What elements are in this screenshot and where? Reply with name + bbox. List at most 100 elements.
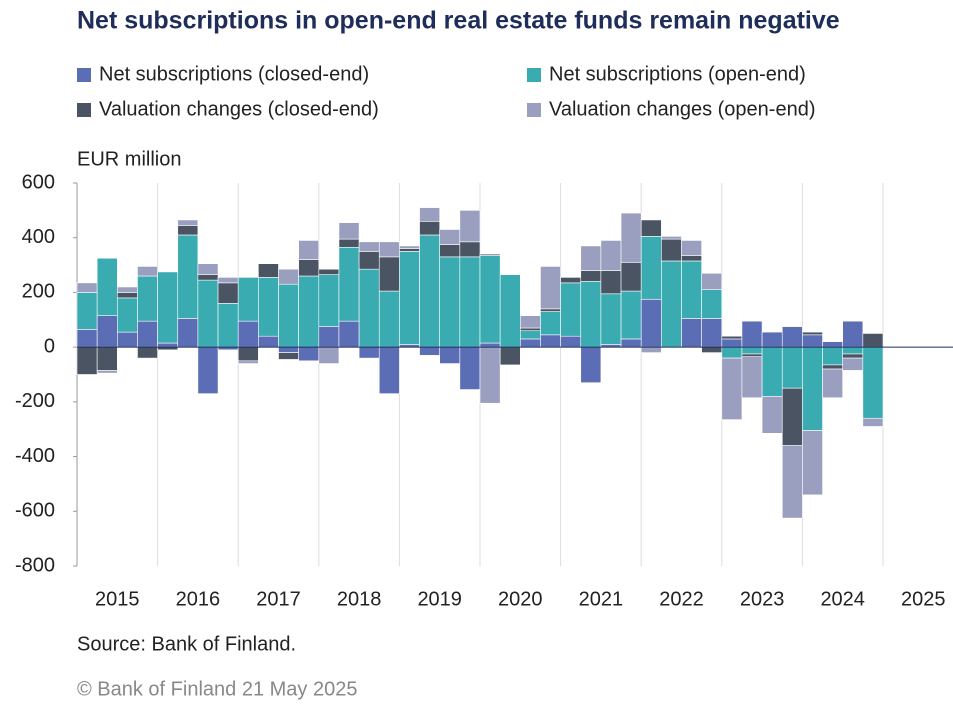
bar-segment bbox=[661, 260, 682, 348]
bar-segment bbox=[741, 320, 763, 348]
bar-segment bbox=[258, 277, 279, 337]
bar-segment bbox=[96, 370, 118, 374]
bar-segment bbox=[439, 229, 461, 245]
bar-segment bbox=[540, 308, 561, 312]
bar-segment bbox=[137, 266, 158, 277]
bar-segment bbox=[137, 346, 158, 359]
bar-segment bbox=[600, 270, 622, 295]
bar-segment bbox=[802, 430, 823, 496]
bar-segment bbox=[197, 279, 219, 348]
bar-segment bbox=[781, 387, 803, 446]
bar-segment bbox=[459, 346, 481, 390]
bar-segment bbox=[338, 222, 360, 240]
bar-segment bbox=[258, 263, 279, 278]
bar-segment bbox=[640, 298, 662, 348]
bar-segment bbox=[721, 338, 743, 348]
bar-segment bbox=[580, 245, 602, 271]
bar-segment bbox=[822, 346, 843, 366]
bar-segment bbox=[721, 335, 743, 340]
bar-segment bbox=[701, 318, 723, 348]
x-tick-label: 2020 bbox=[498, 588, 543, 610]
bar-segment bbox=[822, 368, 843, 399]
bar-segment bbox=[278, 268, 299, 285]
y-tick-label: -600 bbox=[15, 500, 55, 522]
bar-segment bbox=[76, 282, 98, 293]
bar-segment bbox=[701, 346, 723, 353]
bar-segment bbox=[378, 241, 400, 258]
x-tick-label: 2019 bbox=[417, 588, 462, 610]
bar-segment bbox=[681, 255, 702, 262]
bar-segment bbox=[600, 293, 622, 345]
bar-segment bbox=[519, 315, 541, 329]
bar-segment bbox=[519, 327, 541, 332]
bar-segment bbox=[842, 346, 864, 355]
bar-segment bbox=[802, 334, 823, 348]
bar-segment bbox=[822, 341, 843, 348]
bar-segment bbox=[640, 236, 662, 300]
bar-segment bbox=[540, 311, 561, 336]
bar-segment bbox=[681, 318, 702, 348]
bar-segment bbox=[540, 334, 561, 348]
bar-segment bbox=[157, 342, 179, 348]
legend-swatch bbox=[77, 68, 91, 82]
bar-segment bbox=[318, 268, 340, 275]
bar-segment bbox=[117, 286, 138, 293]
bar-segment bbox=[761, 331, 783, 348]
bar-segment bbox=[781, 326, 803, 348]
legend-label: Net subscriptions (closed-end) bbox=[99, 63, 369, 85]
bar-segment bbox=[459, 256, 481, 348]
bar-segment bbox=[439, 346, 461, 364]
bar-segment bbox=[842, 353, 864, 359]
bar-segment bbox=[580, 270, 602, 282]
y-tick-label: -400 bbox=[15, 445, 55, 467]
bar-segment bbox=[177, 234, 199, 319]
bar-segment bbox=[318, 326, 340, 348]
bar-segment bbox=[338, 238, 360, 248]
bar-segment bbox=[560, 282, 582, 337]
x-tick-label: 2025 bbox=[901, 588, 946, 610]
bar-segment bbox=[117, 297, 138, 333]
bar-segment bbox=[761, 346, 783, 397]
bar-segment bbox=[862, 333, 884, 348]
bar-segment bbox=[318, 346, 340, 364]
x-tick-label: 2016 bbox=[176, 588, 221, 610]
bar-segment bbox=[76, 329, 98, 348]
bar-segment bbox=[640, 346, 662, 353]
bar-segment bbox=[298, 240, 320, 260]
bar-segment bbox=[96, 346, 118, 371]
bar-segment bbox=[197, 346, 219, 394]
y-tick-label: -800 bbox=[15, 554, 55, 576]
bar-segment bbox=[237, 346, 259, 362]
bar-segment bbox=[459, 210, 481, 243]
bar-segment bbox=[620, 262, 642, 292]
bar-segment bbox=[338, 246, 360, 322]
bar-segment bbox=[237, 277, 259, 322]
bar-segment bbox=[681, 240, 702, 256]
bar-segment bbox=[661, 236, 682, 240]
bar-segment bbox=[419, 346, 440, 356]
bar-segment bbox=[399, 248, 420, 252]
bar-segment bbox=[640, 219, 662, 237]
bar-segment bbox=[439, 244, 461, 258]
bar-segment bbox=[96, 315, 118, 348]
bar-segment bbox=[620, 290, 642, 340]
bar-segment bbox=[439, 256, 461, 348]
bar-segment bbox=[479, 342, 501, 348]
bar-segment bbox=[177, 318, 199, 348]
bar-segment bbox=[741, 353, 763, 358]
bar-segment bbox=[620, 338, 642, 348]
bar-segment bbox=[157, 271, 179, 344]
bar-segment bbox=[338, 320, 360, 348]
bar-segment bbox=[519, 338, 541, 348]
y-tick-label: 400 bbox=[22, 226, 55, 248]
bar-segment bbox=[298, 259, 320, 277]
legend-swatch bbox=[77, 103, 91, 117]
bar-segment bbox=[378, 346, 400, 394]
bar-segment bbox=[378, 290, 400, 348]
bar-segment bbox=[560, 335, 582, 348]
legend-swatch bbox=[527, 68, 541, 82]
bar-segment bbox=[197, 263, 219, 275]
bar-segment bbox=[479, 253, 501, 256]
bar-segment bbox=[600, 240, 622, 271]
bar-segment bbox=[560, 277, 582, 284]
